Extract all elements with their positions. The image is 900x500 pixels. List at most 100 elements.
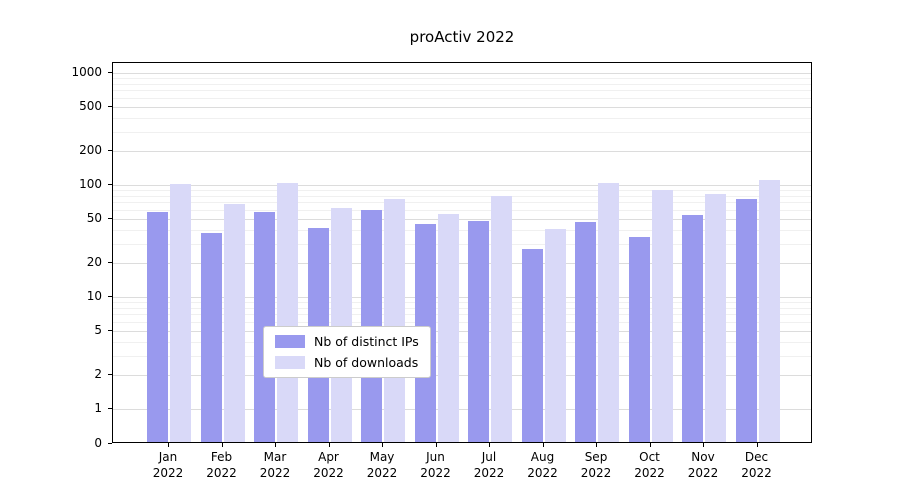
major-gridline: [113, 375, 811, 377]
bar-downloads-jan: [170, 184, 191, 442]
major-gridline: [113, 263, 811, 265]
bar-downloads-nov: [705, 194, 726, 442]
minor-gridline: [113, 209, 811, 211]
bar-downloads-may: [384, 198, 405, 442]
major-gridline: [113, 185, 811, 186]
bar-downloads-jul: [491, 196, 512, 442]
minor-gridline: [113, 202, 811, 204]
y-tick-mark: [108, 408, 112, 409]
legend-swatch-distinct-ips: [275, 335, 305, 348]
bar-distinct-ips-oct: [628, 236, 650, 442]
x-tick-mark: [596, 443, 597, 447]
y-tick-label: 10: [86, 289, 102, 303]
y-tick-label: 50: [86, 210, 102, 225]
bar-distinct-ips-aug: [521, 248, 543, 442]
bar-distinct-ips-sep: [575, 221, 596, 442]
x-tick-label: Jul 2022: [473, 450, 505, 481]
minor-gridline: [113, 78, 811, 80]
x-tick-mark: [756, 443, 758, 447]
x-tick-mark: [435, 443, 437, 447]
y-tick-mark: [108, 374, 112, 376]
bar-downloads-mar: [277, 183, 298, 442]
x-tick-label: Dec 2022: [741, 450, 772, 481]
x-tick-mark: [489, 443, 490, 447]
minor-gridline: [113, 243, 811, 245]
bar-downloads-oct: [651, 189, 673, 442]
legend-item-distinct-ips: Nb of distinct IPs: [275, 334, 419, 349]
y-tick-label: 0: [94, 436, 102, 450]
minor-gridline: [113, 355, 811, 357]
y-tick-mark: [108, 150, 112, 152]
minor-gridline: [113, 90, 811, 92]
y-tick-mark: [108, 217, 112, 219]
x-tick-mark: [275, 443, 276, 447]
major-gridline: [113, 297, 811, 298]
x-tick-label: Apr 2022: [313, 450, 344, 481]
minor-gridline: [113, 302, 811, 304]
bar-distinct-ips-jan: [147, 212, 168, 442]
legend-item-downloads: Nb of downloads: [275, 355, 419, 370]
bar-downloads-sep: [598, 183, 619, 442]
y-tick-mark: [108, 262, 112, 264]
minor-gridline: [113, 341, 811, 343]
minor-gridline: [113, 190, 811, 192]
major-gridline: [113, 409, 811, 410]
y-tick-mark: [108, 105, 112, 107]
x-tick-mark: [382, 443, 383, 447]
minor-gridline: [113, 321, 811, 323]
x-tick-label: Jun 2022: [420, 450, 451, 481]
legend-label-downloads: Nb of downloads: [314, 355, 419, 370]
minor-gridline: [113, 229, 811, 231]
x-tick-label: Nov 2022: [687, 450, 719, 481]
bar-distinct-ips-may: [361, 209, 382, 442]
chart-title: proActiv 2022: [409, 28, 515, 46]
minor-gridline: [113, 131, 811, 133]
x-tick-mark: [168, 443, 169, 447]
minor-gridline: [113, 195, 811, 197]
legend-label-distinct-ips: Nb of distinct IPs: [314, 334, 419, 349]
minor-gridline: [113, 117, 811, 119]
bar-distinct-ips-jul: [468, 220, 489, 442]
y-tick-label: 1: [94, 401, 102, 415]
plot-area: [112, 62, 812, 443]
x-tick-label: Mar 2022: [259, 450, 291, 481]
minor-gridline: [113, 97, 811, 99]
major-gridline: [113, 106, 811, 108]
y-tick-mark: [108, 72, 112, 73]
x-tick-label: Sep 2022: [580, 450, 612, 481]
x-tick-label: Jan 2022: [152, 450, 184, 481]
major-gridline: [113, 151, 811, 153]
major-gridline: [113, 330, 811, 332]
bar-downloads-apr: [330, 207, 352, 442]
bar-downloads-feb: [223, 203, 245, 442]
major-gridline: [113, 73, 811, 74]
bar-downloads-dec: [758, 179, 780, 442]
y-tick-label: 2: [94, 367, 102, 382]
y-tick-mark: [108, 443, 112, 444]
bar-distinct-ips-nov: [682, 214, 703, 442]
x-tick-label: May 2022: [366, 450, 398, 481]
bar-distinct-ips-feb: [200, 232, 222, 442]
x-tick-mark: [221, 443, 223, 447]
legend-swatch-downloads: [275, 356, 305, 369]
legend: Nb of distinct IPs Nb of downloads: [263, 326, 431, 378]
bar-distinct-ips-dec: [735, 198, 757, 442]
y-tick-mark: [108, 296, 112, 297]
x-tick-mark: [649, 443, 651, 447]
minor-gridline: [113, 314, 811, 316]
minor-gridline: [113, 307, 811, 309]
y-tick-label: 1000: [71, 65, 102, 79]
x-tick-label: Aug 2022: [527, 450, 558, 481]
y-tick-mark: [108, 329, 112, 331]
bar-downloads-jun: [437, 213, 459, 442]
y-tick-label: 500: [79, 98, 102, 113]
y-tick-label: 5: [94, 322, 102, 337]
x-tick-label: Feb 2022: [206, 450, 237, 481]
y-tick-mark: [108, 184, 112, 185]
y-tick-label: 100: [79, 177, 102, 191]
x-tick-mark: [328, 443, 330, 447]
x-tick-label: Oct 2022: [634, 450, 665, 481]
y-tick-label: 20: [86, 255, 102, 270]
major-gridline: [113, 218, 811, 220]
bar-downloads-aug: [544, 228, 566, 442]
